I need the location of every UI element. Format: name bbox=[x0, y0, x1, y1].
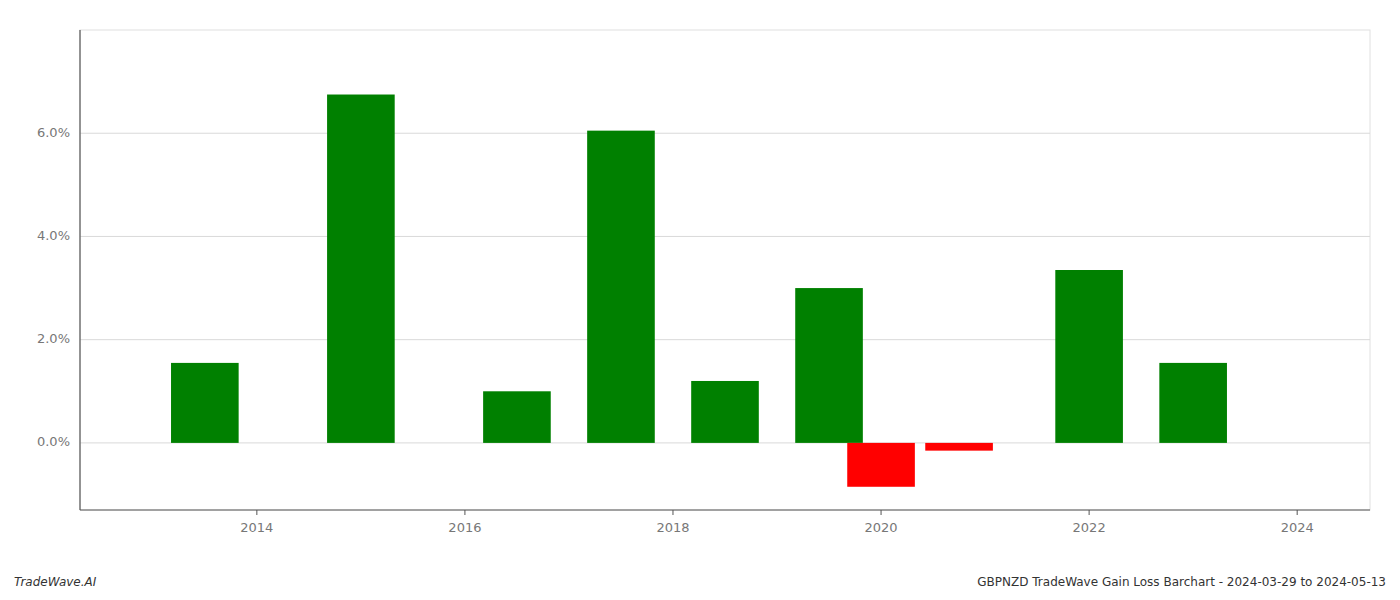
y-tick-label: 6.0% bbox=[37, 125, 70, 140]
footer: TradeWave.AI GBPNZD TradeWave Gain Loss B… bbox=[14, 575, 1386, 589]
x-axis-line bbox=[80, 509, 1370, 510]
plot-frame bbox=[80, 30, 1370, 510]
grid-line bbox=[80, 339, 1370, 340]
bars bbox=[171, 95, 1227, 487]
bar bbox=[1055, 270, 1123, 443]
bar bbox=[691, 381, 759, 443]
grid-line bbox=[80, 133, 1370, 134]
bar bbox=[327, 95, 395, 443]
y-tick-label: 4.0% bbox=[37, 228, 70, 243]
y-tick-label: 0.0% bbox=[37, 434, 70, 449]
x-tick bbox=[672, 510, 673, 515]
footer-text: GBPNZD TradeWave Gain Loss Barchart - 20… bbox=[977, 575, 1386, 589]
x-tick bbox=[464, 510, 465, 515]
x-tick-labels: 2014 2016 2018 2020 2022 2024 bbox=[240, 510, 1313, 535]
bar bbox=[1159, 363, 1227, 443]
x-tick-label: 2024 bbox=[1281, 520, 1314, 535]
bar bbox=[847, 443, 915, 487]
x-tick bbox=[881, 510, 882, 515]
x-tick-label: 2014 bbox=[240, 520, 273, 535]
footer-text: TradeWave.AI bbox=[14, 575, 97, 589]
y-grid bbox=[80, 133, 1370, 443]
x-tick-label: 2018 bbox=[656, 520, 689, 535]
y-axis-line bbox=[79, 30, 80, 510]
bar bbox=[925, 443, 993, 451]
bar bbox=[171, 363, 239, 443]
x-tick bbox=[1089, 510, 1090, 515]
bar bbox=[483, 391, 551, 443]
x-tick-label: 2022 bbox=[1073, 520, 1106, 535]
x-tick-label: 2016 bbox=[448, 520, 481, 535]
x-tick-label: 2020 bbox=[865, 520, 898, 535]
grid-line bbox=[80, 236, 1370, 237]
bar bbox=[587, 131, 655, 443]
bar bbox=[795, 288, 863, 443]
x-tick bbox=[256, 510, 257, 515]
chart: 0.0% 2.0% 4.0% 6.0% 2014 2016 2018 2020 2022 2024… bbox=[0, 0, 1400, 600]
x-tick bbox=[1297, 510, 1298, 515]
y-tick-label: 2.0% bbox=[37, 331, 70, 346]
y-tick-labels: 0.0% 2.0% 4.0% 6.0% bbox=[37, 125, 70, 450]
